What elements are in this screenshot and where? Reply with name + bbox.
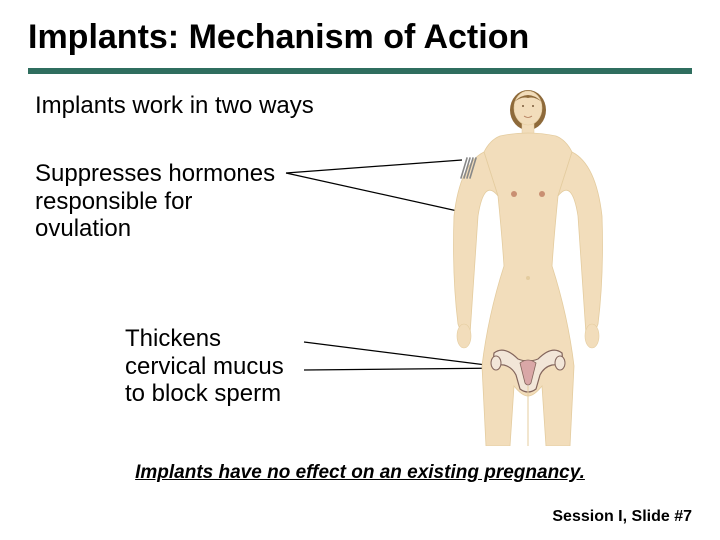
slide: Implants: Mechanism of Action Implants w…	[0, 0, 720, 540]
callout-suppress: Suppresses hormonesresponsible forovulat…	[35, 160, 275, 243]
subtitle: Implants work in two ways	[35, 92, 314, 120]
slide-number: Session I, Slide #7	[552, 508, 692, 526]
callout-thickens: Thickenscervical mucusto block sperm	[125, 325, 284, 408]
page-title: Implants: Mechanism of Action	[28, 18, 529, 57]
title-underline	[28, 68, 692, 74]
human-figure	[380, 86, 690, 446]
footnote: Implants have no effect on an existing p…	[0, 462, 720, 484]
